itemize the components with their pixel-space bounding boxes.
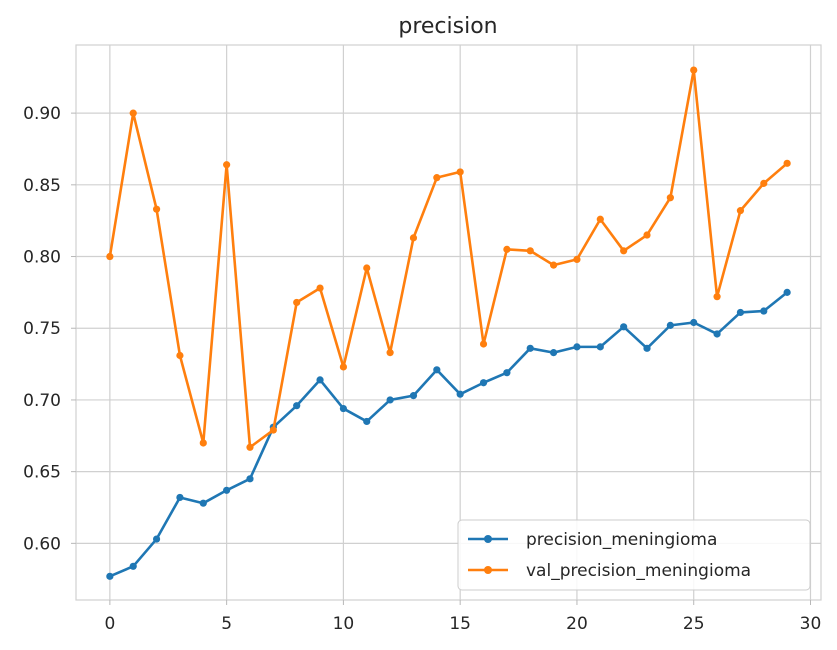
data-point-val-precision-meningioma	[223, 161, 231, 169]
series-line-precision-meningioma	[108, 291, 789, 578]
y-axis-ticks: 0.60 0.65 0.70 0.75 0.80 0.85 0.90	[23, 104, 76, 554]
data-point-precision-meningioma	[736, 308, 745, 317]
data-point-precision-meningioma	[783, 288, 791, 296]
x-tick-label: 0	[104, 614, 115, 634]
data-point-precision-meningioma	[106, 572, 114, 580]
grid	[76, 45, 821, 600]
y-tick-label: 0.80	[23, 248, 61, 268]
data-point-val-precision-meningioma	[643, 231, 651, 239]
data-point-val-precision-meningioma	[269, 426, 277, 434]
data-point-val-precision-meningioma	[293, 298, 301, 307]
y-tick-label: 0.60	[23, 534, 61, 554]
data-point-precision-meningioma	[433, 366, 441, 374]
data-point-precision-meningioma	[176, 493, 184, 502]
data-point-precision-meningioma	[363, 417, 371, 426]
y-tick-label: 0.65	[23, 463, 61, 483]
legend-marker-precision-meningioma	[484, 535, 492, 543]
data-point-val-precision-meningioma	[199, 439, 207, 447]
data-point-precision-meningioma	[152, 535, 161, 543]
data-point-precision-meningioma	[129, 562, 137, 570]
series-line-val-precision-meningioma	[108, 68, 789, 449]
data-point-precision-meningioma	[503, 369, 511, 377]
data-point-val-precision-meningioma	[736, 207, 745, 215]
y-tick-label: 0.70	[23, 391, 61, 411]
x-tick-label: 15	[449, 614, 471, 634]
data-point-val-precision-meningioma	[620, 247, 628, 255]
data-point-precision-meningioma	[643, 344, 651, 352]
data-point-val-precision-meningioma	[596, 215, 604, 223]
data-point-val-precision-meningioma	[129, 109, 137, 117]
data-point-precision-meningioma	[293, 402, 301, 410]
series	[106, 66, 791, 580]
x-tick-label: 5	[221, 614, 232, 634]
data-point-val-precision-meningioma	[526, 247, 534, 255]
x-tick-label: 10	[333, 614, 355, 634]
data-point-precision-meningioma	[620, 323, 628, 331]
y-tick-label: 0.90	[23, 104, 61, 124]
data-point-precision-meningioma	[199, 499, 207, 507]
data-point-val-precision-meningioma	[479, 340, 488, 348]
y-tick-label: 0.75	[23, 319, 61, 339]
data-point-val-precision-meningioma	[666, 194, 674, 202]
data-point-val-precision-meningioma	[246, 443, 254, 451]
data-point-precision-meningioma	[690, 318, 698, 327]
data-point-precision-meningioma	[386, 396, 394, 404]
legend-label-precision-meningioma: precision_meningioma	[526, 530, 717, 550]
data-point-precision-meningioma	[666, 321, 674, 329]
data-point-val-precision-meningioma	[573, 255, 581, 263]
data-point-precision-meningioma	[456, 390, 464, 398]
data-point-precision-meningioma	[573, 343, 581, 351]
data-point-precision-meningioma	[596, 343, 604, 351]
data-point-val-precision-meningioma	[152, 205, 161, 213]
data-point-precision-meningioma	[479, 379, 488, 387]
data-point-val-precision-meningioma	[106, 252, 114, 261]
series-val-precision-meningioma	[106, 66, 791, 451]
legend-marker-val-precision-meningioma	[484, 566, 492, 574]
chart-title: precision	[398, 14, 497, 39]
data-point-val-precision-meningioma	[783, 159, 791, 167]
data-point-val-precision-meningioma	[690, 66, 698, 74]
data-point-val-precision-meningioma	[363, 264, 371, 272]
data-point-precision-meningioma	[549, 349, 558, 357]
data-point-val-precision-meningioma	[386, 349, 394, 357]
data-point-val-precision-meningioma	[316, 284, 324, 292]
x-tick-label: 30	[800, 614, 822, 634]
series-precision-meningioma	[106, 288, 791, 580]
data-point-precision-meningioma	[223, 486, 231, 494]
x-tick-label: 25	[683, 614, 705, 634]
x-tick-label: 20	[566, 614, 588, 634]
legend-box	[457, 519, 811, 591]
y-tick-label: 0.85	[23, 176, 61, 196]
data-point-val-precision-meningioma	[176, 351, 184, 360]
data-point-precision-meningioma	[409, 392, 418, 400]
data-point-val-precision-meningioma	[456, 168, 464, 176]
data-point-precision-meningioma	[316, 376, 324, 384]
legend-label-val-precision-meningioma: val_precision_meningioma	[526, 561, 751, 581]
data-point-precision-meningioma	[246, 475, 254, 483]
data-point-val-precision-meningioma	[713, 293, 721, 301]
data-point-precision-meningioma	[526, 344, 534, 352]
data-point-val-precision-meningioma	[760, 179, 768, 187]
data-point-precision-meningioma	[760, 307, 768, 315]
legend: precision_meningioma val_precision_menin…	[457, 519, 811, 591]
data-point-val-precision-meningioma	[433, 174, 441, 182]
data-point-precision-meningioma	[339, 404, 348, 413]
data-point-precision-meningioma	[713, 330, 721, 338]
x-axis-ticks: 0 5 10 15 20 25 30	[104, 600, 821, 634]
data-point-val-precision-meningioma	[409, 234, 418, 242]
data-point-val-precision-meningioma	[549, 261, 558, 269]
data-point-val-precision-meningioma	[503, 245, 511, 253]
data-point-val-precision-meningioma	[339, 363, 348, 371]
plot-area	[75, 44, 822, 601]
